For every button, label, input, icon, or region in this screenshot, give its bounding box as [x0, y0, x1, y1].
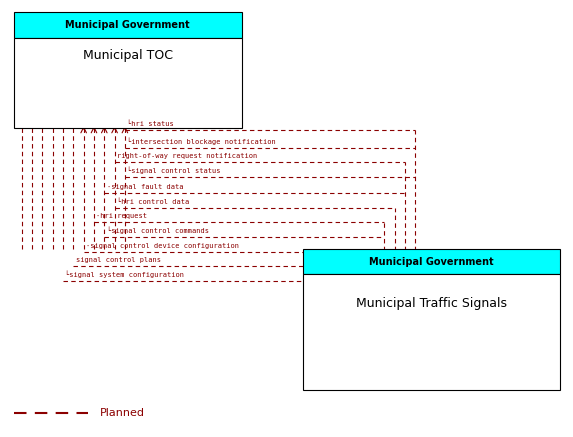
Text: signal control plans: signal control plans: [76, 257, 160, 263]
Text: ·signal fault data: ·signal fault data: [107, 184, 183, 190]
Text: └intersection blockage notification: └intersection blockage notification: [127, 137, 276, 145]
Text: ·hri request: ·hri request: [96, 213, 147, 219]
Text: Municipal Traffic Signals: Municipal Traffic Signals: [356, 297, 507, 310]
Bar: [14, 38, 242, 128]
Text: └signal control status: └signal control status: [127, 166, 221, 174]
Bar: [303, 249, 560, 274]
Text: Municipal TOC: Municipal TOC: [83, 49, 173, 62]
Text: Planned: Planned: [100, 408, 145, 418]
Text: └signal system configuration: └signal system configuration: [65, 271, 185, 278]
Text: ·signal control device configuration: ·signal control device configuration: [86, 243, 239, 249]
Text: Municipal Government: Municipal Government: [369, 257, 494, 267]
Text: Municipal Government: Municipal Government: [65, 20, 190, 30]
Text: └signal control commands: └signal control commands: [107, 226, 209, 234]
Text: └hri status: └hri status: [127, 120, 174, 127]
Text: └hri control data: └hri control data: [117, 198, 189, 205]
Bar: [303, 274, 560, 390]
Bar: [14, 12, 242, 38]
Text: right-of-way request notification: right-of-way request notification: [117, 153, 257, 159]
